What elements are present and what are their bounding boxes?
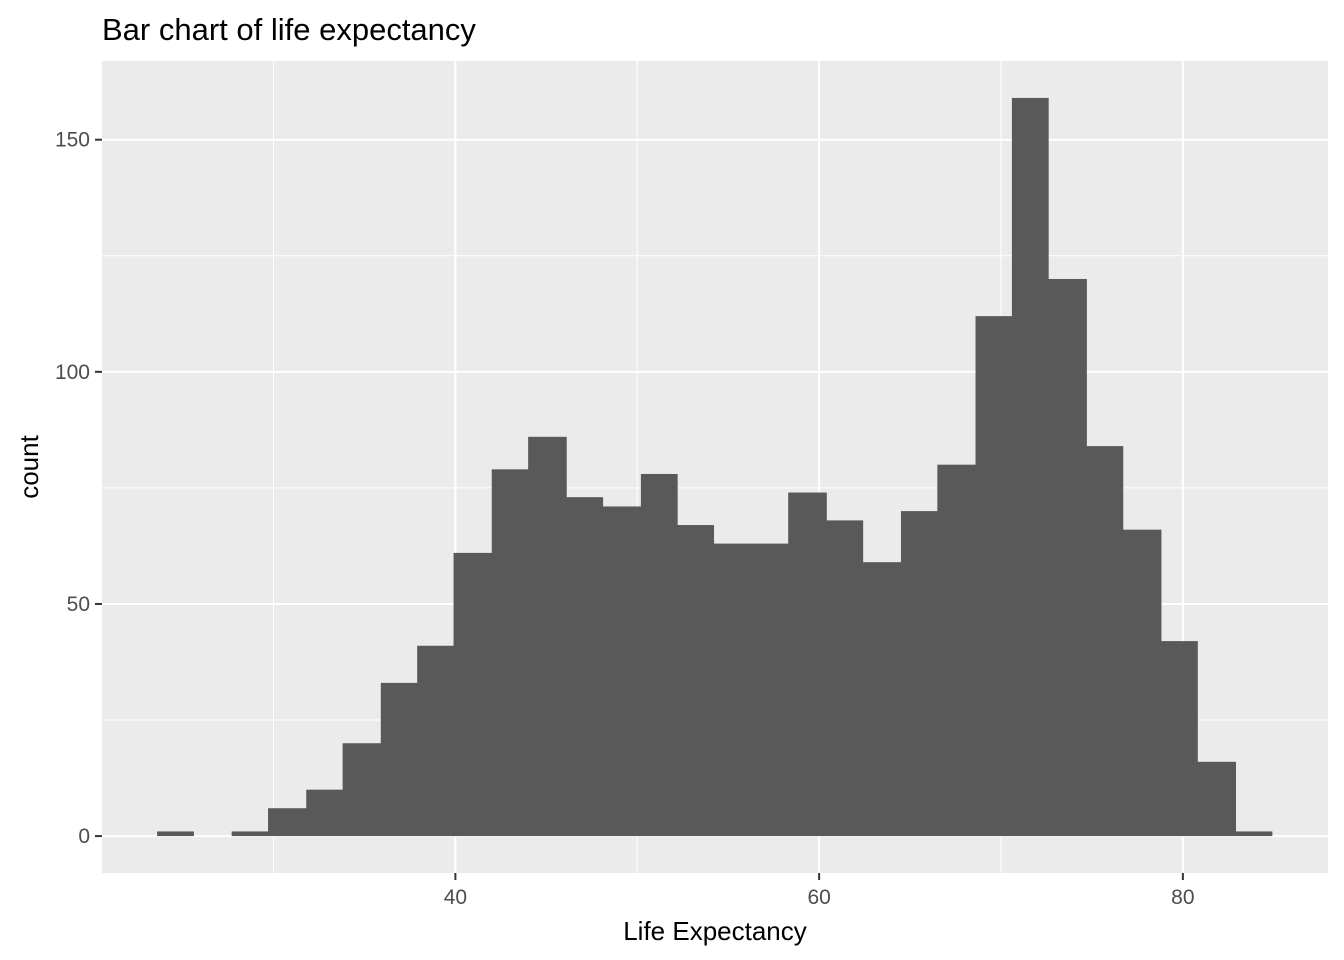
histogram-bar — [937, 464, 976, 837]
histogram-bar — [566, 497, 604, 837]
histogram-bar — [1086, 446, 1124, 837]
chart-title: Bar chart of life expectancy — [102, 12, 476, 47]
histogram-bar — [677, 525, 715, 837]
histogram-bar — [157, 831, 194, 837]
histogram-bar — [713, 543, 753, 837]
histogram-bar — [231, 831, 269, 837]
histogram-bar — [1235, 831, 1273, 837]
histogram-bar — [1197, 761, 1237, 837]
histogram-bar — [417, 645, 454, 837]
histogram-bar — [1161, 641, 1198, 837]
histogram-bar — [268, 808, 307, 837]
histogram-bar — [1048, 278, 1087, 837]
y-tick-label: 150 — [55, 129, 90, 152]
histogram-bar — [900, 511, 938, 837]
histogram-bar — [640, 473, 678, 837]
histogram-bar — [342, 743, 382, 837]
x-tick-label: 80 — [1171, 886, 1194, 909]
histogram-bar — [1122, 529, 1162, 837]
histogram-bar — [826, 520, 864, 837]
y-tick-label: 100 — [55, 361, 90, 384]
y-axis-title: count — [14, 434, 44, 498]
x-tick-label: 40 — [444, 886, 467, 909]
histogram-bar — [602, 506, 642, 837]
histogram-bar — [751, 543, 789, 837]
y-tick-label: 0 — [78, 825, 90, 848]
histogram-bars — [157, 97, 1273, 837]
histogram-bar — [1011, 97, 1049, 837]
x-tick-label: 60 — [807, 886, 830, 909]
x-axis-title: Life Expectancy — [623, 916, 807, 946]
y-tick-label: 50 — [67, 593, 90, 616]
histogram-bar — [975, 316, 1013, 837]
y-axis: 0 50 100 150 — [55, 129, 102, 848]
histogram-bar — [453, 552, 493, 837]
histogram-bar — [380, 682, 418, 837]
histogram-bar — [528, 436, 567, 837]
histogram-bar — [788, 492, 827, 837]
histogram-bar — [306, 789, 344, 837]
histogram-bar — [491, 469, 529, 837]
x-axis: 40 60 80 — [444, 873, 1195, 909]
histogram-bar — [862, 562, 902, 837]
